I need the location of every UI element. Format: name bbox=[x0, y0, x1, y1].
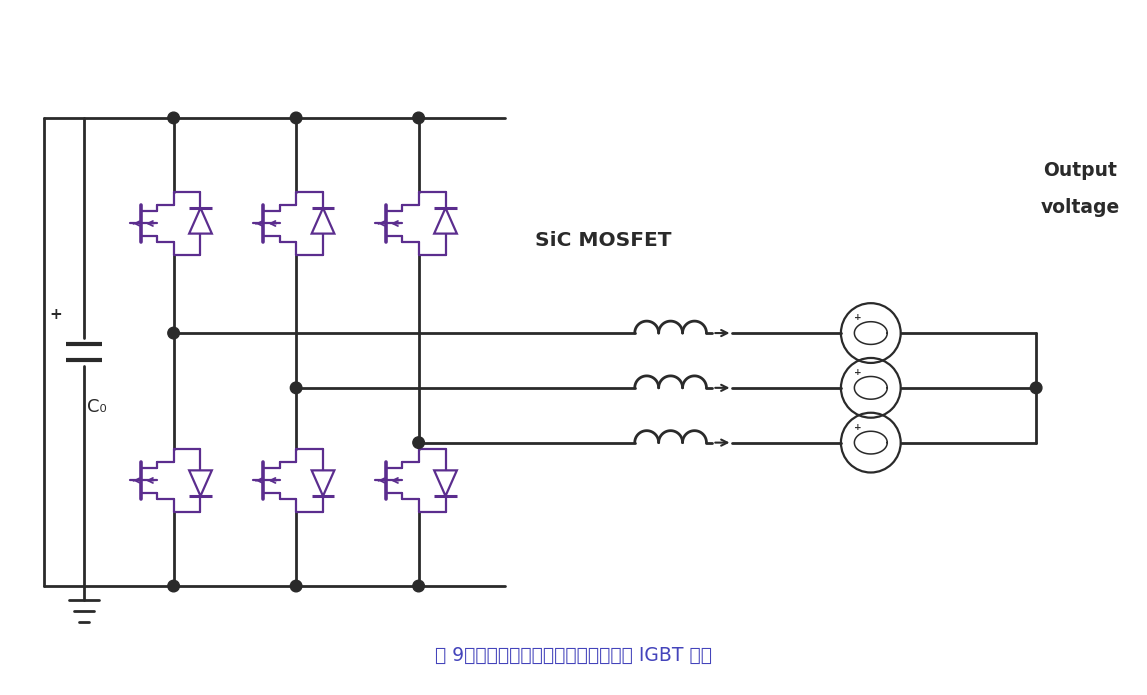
Text: voltage: voltage bbox=[1040, 198, 1119, 217]
Circle shape bbox=[290, 580, 302, 592]
Circle shape bbox=[413, 580, 424, 592]
Circle shape bbox=[413, 112, 424, 124]
Text: +: + bbox=[853, 313, 861, 322]
Text: +: + bbox=[853, 423, 861, 432]
Circle shape bbox=[167, 327, 179, 339]
Text: 图 9：在逆变器级中用碳化硅开关取代 IGBT 开关: 图 9：在逆变器级中用碳化硅开关取代 IGBT 开关 bbox=[435, 646, 711, 665]
Circle shape bbox=[167, 112, 179, 124]
Text: C₀: C₀ bbox=[87, 398, 107, 416]
Text: Output: Output bbox=[1043, 161, 1117, 180]
Text: SiC MOSFET: SiC MOSFET bbox=[536, 231, 672, 250]
Text: +: + bbox=[49, 306, 62, 322]
Circle shape bbox=[1030, 382, 1041, 393]
Circle shape bbox=[167, 580, 179, 592]
Circle shape bbox=[413, 437, 424, 448]
Text: +: + bbox=[853, 368, 861, 377]
Circle shape bbox=[290, 382, 302, 393]
Circle shape bbox=[290, 112, 302, 124]
